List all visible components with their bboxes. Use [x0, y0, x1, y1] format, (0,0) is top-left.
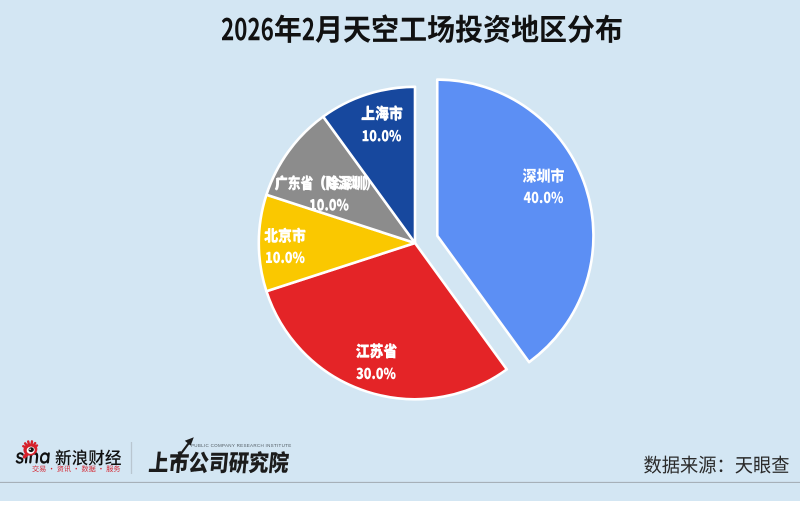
svg-text:PUBLIC COMPANY RESEARCH INSTIT: PUBLIC COMPANY RESEARCH INSTITUTE	[191, 443, 292, 448]
